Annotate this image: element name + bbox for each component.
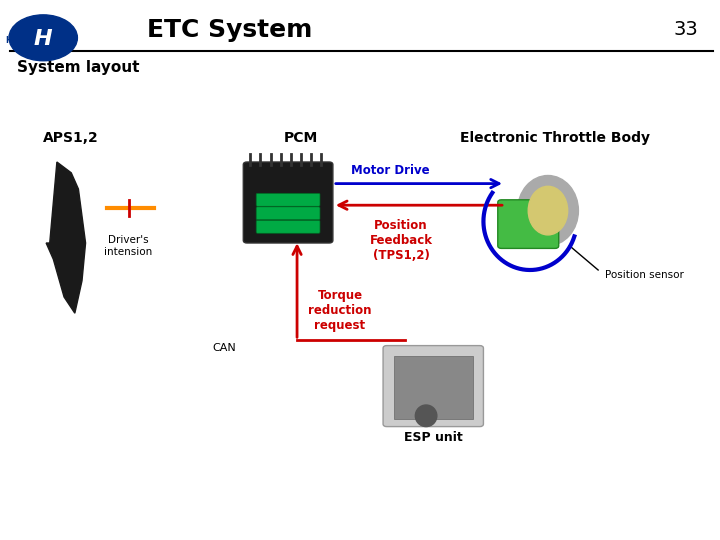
Ellipse shape (528, 186, 567, 235)
Text: System layout: System layout (17, 60, 140, 75)
Text: Position
Feedback
(TPS1,2): Position Feedback (TPS1,2) (369, 219, 433, 262)
Text: ESP unit: ESP unit (404, 431, 463, 444)
FancyBboxPatch shape (256, 220, 320, 233)
Ellipse shape (518, 176, 578, 246)
FancyBboxPatch shape (256, 207, 320, 220)
Text: H: H (34, 29, 53, 49)
FancyBboxPatch shape (498, 200, 559, 248)
FancyBboxPatch shape (394, 356, 473, 418)
Text: Driver's
intension: Driver's intension (104, 235, 153, 256)
Ellipse shape (415, 405, 437, 427)
FancyBboxPatch shape (383, 346, 483, 427)
Text: CAN: CAN (212, 343, 236, 353)
Text: Position sensor: Position sensor (606, 271, 684, 280)
Text: APS1,2: APS1,2 (43, 131, 99, 145)
Polygon shape (46, 162, 86, 313)
FancyBboxPatch shape (243, 162, 333, 243)
Text: HYUNDAI: HYUNDAI (5, 36, 45, 45)
FancyBboxPatch shape (256, 193, 320, 206)
Text: Motor Drive: Motor Drive (351, 164, 430, 177)
Ellipse shape (9, 15, 78, 60)
Text: PCM: PCM (284, 131, 318, 145)
Text: Electronic Throttle Body: Electronic Throttle Body (460, 131, 650, 145)
Text: 33: 33 (674, 20, 698, 39)
Text: ETC System: ETC System (146, 18, 312, 42)
Text: Torque
reduction
request: Torque reduction request (308, 289, 372, 332)
